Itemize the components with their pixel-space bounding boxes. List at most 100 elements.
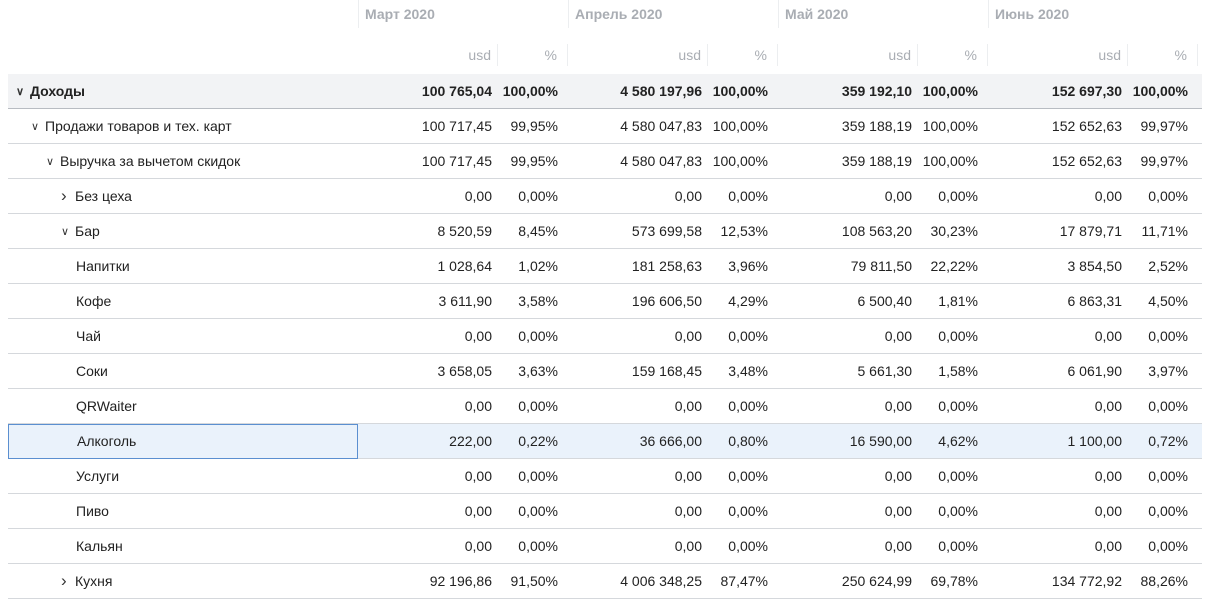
percent-cell: 0,00% <box>728 188 768 204</box>
usd-cell: 152 697,30 <box>1051 83 1122 99</box>
label-spacer <box>8 44 358 74</box>
month-header[interactable]: Апрель 2020 <box>568 0 778 28</box>
usd-cell: 4 580 197,96 <box>620 83 702 99</box>
usd-cell: 250 624,99 <box>841 573 912 589</box>
table-row[interactable]: QRWaiter 0,00 0,00% 0,00 0,00% 0,00 0,00% 0,00 0… <box>8 389 1202 424</box>
usd-cell: 17 879,71 <box>1059 223 1122 239</box>
percent-cell: 0,00% <box>938 328 978 344</box>
percent-cell: 0,00% <box>1148 503 1188 519</box>
row-label: Услуги <box>76 468 120 484</box>
row-label-cell[interactable]: Алкоголь <box>8 423 358 459</box>
percent-cell: 0,00% <box>518 328 558 344</box>
percent-cell: 0,72% <box>1148 433 1188 449</box>
row-label-cell[interactable]: ∨ Продажи товаров и тех. карт <box>8 109 358 143</box>
percent-cell: 11,71% <box>1141 223 1188 239</box>
percent-column-header[interactable]: % <box>1128 44 1198 66</box>
table-row[interactable]: › Кухня 92 196,86 91,50% 4 006 348,25 87,47% 2… <box>8 564 1202 599</box>
row-label-cell[interactable]: › Без цеха <box>8 179 358 213</box>
row-label-cell[interactable]: ∨ Выручка за вычетом скидок <box>8 144 358 178</box>
percent-column-header[interactable]: % <box>708 44 778 66</box>
usd-column-header[interactable]: usd <box>568 44 708 66</box>
table-row[interactable]: ∨ Бар 8 520,59 8,45% 573 699,58 12,53% 108 563… <box>8 214 1202 249</box>
usd-cell: 0,00 <box>674 503 702 519</box>
row-label-cell[interactable]: ∨ Доходы <box>8 74 358 108</box>
percent-cell: 3,48% <box>728 363 768 379</box>
percent-cell: 0,22% <box>518 433 558 449</box>
percent-cell: 0,00% <box>728 328 768 344</box>
chevron-right-icon[interactable]: › <box>61 186 67 205</box>
row-label-cell[interactable]: › Кухня <box>8 564 358 598</box>
table-row[interactable]: Соки 3 658,05 3,63% 159 168,45 3,48% 5 661,30… <box>8 354 1202 389</box>
table-row[interactable]: ∨ Выручка за вычетом скидок 100 717,45 99,9… <box>8 144 1202 179</box>
row-label-cell[interactable]: Соки <box>8 354 358 388</box>
usd-column-header[interactable]: usd <box>988 44 1128 66</box>
usd-cell: 4 580 047,83 <box>620 153 702 169</box>
month-header[interactable]: Июнь 2020 <box>988 0 1198 28</box>
chevron-right-icon[interactable]: › <box>61 571 67 590</box>
table-row[interactable]: ∨ Доходы 100 765,04 100,00% 4 580 197,96 100,… <box>8 74 1202 109</box>
percent-cell: 100,00% <box>712 153 768 169</box>
chevron-down-icon[interactable]: ∨ <box>16 85 25 98</box>
percent-cell: 3,63% <box>518 363 558 379</box>
percent-cell: 0,00% <box>1148 538 1188 554</box>
percent-cell: 100,00% <box>502 83 558 99</box>
table-row[interactable]: Кофе 3 611,90 3,58% 196 606,50 4,29% 6 500,40… <box>8 284 1202 319</box>
usd-cell: 4 580 047,83 <box>620 118 702 134</box>
usd-cell: 100 765,04 <box>421 83 492 99</box>
table-row[interactable]: Алкоголь 222,00 0,22% 36 666,00 0,80% 16 590,… <box>8 423 1202 459</box>
table-row[interactable]: ∨ Продажи товаров и тех. карт 100 717,45 99… <box>8 109 1202 144</box>
usd-cell: 152 652,63 <box>1051 153 1122 169</box>
usd-cell: 0,00 <box>1094 398 1122 414</box>
row-label-cell[interactable]: Напитки <box>8 249 358 283</box>
usd-cell: 181 258,63 <box>631 258 702 274</box>
row-label-cell[interactable]: QRWaiter <box>8 389 358 423</box>
month-header[interactable]: Май 2020 <box>778 0 988 28</box>
row-label-cell[interactable]: Кофе <box>8 284 358 318</box>
usd-cell: 79 811,50 <box>850 258 912 274</box>
usd-column-header[interactable]: usd <box>778 44 918 66</box>
row-label: QRWaiter <box>76 398 137 414</box>
row-label: Кофе <box>76 293 112 309</box>
usd-cell: 0,00 <box>884 398 912 414</box>
chevron-down-icon[interactable]: ∨ <box>31 120 40 133</box>
subheader-row: usd% usd% usd% usd% <box>8 37 1202 74</box>
percent-cell: 3,58% <box>518 293 558 309</box>
row-label: Алкоголь <box>77 433 137 449</box>
month-header[interactable]: Март 2020 <box>358 0 568 28</box>
usd-cell: 359 188,19 <box>841 118 912 134</box>
usd-cell: 0,00 <box>884 328 912 344</box>
label-column-header <box>8 0 358 28</box>
chevron-down-icon[interactable]: ∨ <box>61 225 70 238</box>
row-label: Продажи товаров и тех. карт <box>45 118 232 134</box>
percent-cell: 69,78% <box>930 573 978 589</box>
percent-cell: 0,00% <box>1148 328 1188 344</box>
percent-column-header[interactable]: % <box>498 44 568 66</box>
row-label-cell[interactable]: ∨ Бар <box>8 214 358 248</box>
row-label-cell[interactable]: Услуги <box>8 459 358 493</box>
usd-cell: 196 606,50 <box>631 293 702 309</box>
report-table: Март 2020 Апрель 2020 Май 2020 Июнь 2020… <box>8 0 1202 599</box>
usd-cell: 573 699,58 <box>631 223 702 239</box>
table-row[interactable]: Напитки 1 028,64 1,02% 181 258,63 3,96% 79 81… <box>8 249 1202 284</box>
chevron-down-icon[interactable]: ∨ <box>46 155 55 168</box>
usd-cell: 6 061,90 <box>1067 363 1123 379</box>
percent-cell: 0,00% <box>728 398 768 414</box>
usd-cell: 0,00 <box>464 328 492 344</box>
row-label: Бар <box>75 223 100 239</box>
percent-cell: 30,23% <box>930 223 978 239</box>
row-label-cell[interactable]: Пиво <box>8 494 358 528</box>
table-row[interactable]: › Без цеха 0,00 0,00% 0,00 0,00% 0,00 0,00% 0,00… <box>8 179 1202 214</box>
table-row[interactable]: Кальян 0,00 0,00% 0,00 0,00% 0,00 0,00% 0,00 0,0… <box>8 529 1202 564</box>
percent-column-header[interactable]: % <box>918 44 988 66</box>
usd-cell: 0,00 <box>1094 503 1122 519</box>
usd-cell: 0,00 <box>674 188 702 204</box>
usd-column-header[interactable]: usd <box>358 44 498 66</box>
table-row[interactable]: Услуги 0,00 0,00% 0,00 0,00% 0,00 0,00% 0,00 0,0… <box>8 459 1202 494</box>
usd-cell: 0,00 <box>884 468 912 484</box>
usd-cell: 152 652,63 <box>1051 118 1122 134</box>
table-row[interactable]: Пиво 0,00 0,00% 0,00 0,00% 0,00 0,00% 0,00 0,00% <box>8 494 1202 529</box>
row-label-cell[interactable]: Чай <box>8 319 358 353</box>
usd-cell: 5 661,30 <box>857 363 913 379</box>
table-row[interactable]: Чай 0,00 0,00% 0,00 0,00% 0,00 0,00% 0,00 0,00% <box>8 319 1202 354</box>
row-label-cell[interactable]: Кальян <box>8 529 358 563</box>
